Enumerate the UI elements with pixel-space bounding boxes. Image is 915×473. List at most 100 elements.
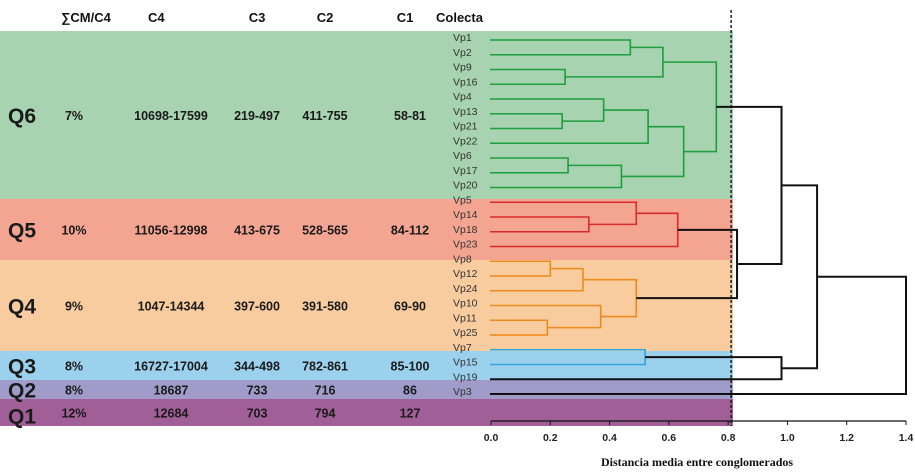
- leaf-label-vp20: Vp20: [453, 180, 478, 192]
- leaf-label-vp16: Vp16: [453, 76, 478, 88]
- leaf-label-vp2: Vp2: [453, 47, 472, 59]
- c1-value: 69-90: [394, 300, 426, 314]
- leaf-label-vp1: Vp1: [453, 32, 472, 44]
- leaf-label-vp7: Vp7: [453, 342, 472, 354]
- c3-value: 733: [247, 384, 268, 398]
- leaf-label-vp13: Vp13: [453, 106, 478, 118]
- c4-value: 10698-17599: [134, 109, 208, 123]
- row-q6: Q6 7% 10698-17599 219-497 411-755 58-81 Vp1 Vp2…: [8, 32, 478, 192]
- c2-value: 716: [315, 384, 336, 398]
- x-tick-label: 1.2: [839, 432, 854, 444]
- leaf-label-vp12: Vp12: [453, 268, 478, 280]
- leaf-label-vp10: Vp10: [453, 298, 478, 310]
- dendrogram-tree: [490, 10, 907, 426]
- leaf-label-vp8: Vp8: [453, 253, 472, 265]
- cm-c4-value: 9%: [65, 300, 83, 314]
- group-label: Q5: [8, 220, 36, 243]
- leaf-label-vp11: Vp11: [453, 312, 477, 324]
- leaf-label-vp21: Vp21: [453, 121, 478, 133]
- c3-value: 344-498: [234, 360, 280, 374]
- leaf-label-vp17: Vp17: [453, 165, 478, 177]
- c2-value: 794: [315, 407, 336, 421]
- column-header: C2: [317, 10, 334, 25]
- c3-value: 219-497: [234, 109, 280, 123]
- x-tick-label: 1.0: [780, 432, 795, 444]
- c1-value: 85-100: [391, 360, 430, 374]
- merge-branch: [490, 216, 590, 233]
- cm-c4-value: 12%: [61, 407, 86, 421]
- column-headers: ∑CM/C4 C4 C3 C2 C1 Colecta: [61, 10, 484, 25]
- cm-c4-value: 8%: [65, 360, 83, 374]
- leaf-label-vp18: Vp18: [453, 224, 478, 236]
- c4-value: 11056-12998: [135, 224, 208, 238]
- row-q1: Q1 12% 12684 703 794 127 Vp3: [8, 386, 472, 429]
- group-label: Q4: [8, 296, 36, 319]
- x-tick-label: 0.2: [543, 432, 558, 444]
- c3-value: 397-600: [234, 300, 280, 314]
- leaf-label-vp6: Vp6: [453, 150, 472, 162]
- band-q1: [0, 399, 733, 426]
- c1-value: 58-81: [394, 109, 426, 123]
- leaf-label-vp23: Vp23: [453, 239, 478, 251]
- c1-value: 86: [403, 384, 417, 398]
- column-header: C4: [148, 10, 165, 25]
- c2-value: 411-755: [302, 109, 347, 123]
- c3-value: 413-675: [234, 224, 280, 238]
- c1-value: 84-112: [391, 224, 429, 238]
- row-q2: Q2 8% 18687 733 716 86 Vp19: [8, 371, 478, 402]
- c2-value: 782-861: [302, 360, 348, 374]
- merge-branch: [781, 184, 819, 370]
- x-axis-label: Distancia media entre conglomerados: [601, 455, 793, 469]
- leaf-label-vp5: Vp5: [453, 194, 472, 206]
- leaf-label-vp22: Vp22: [453, 135, 478, 147]
- x-tick-label: 0.0: [484, 432, 499, 444]
- leaf-label-vp24: Vp24: [453, 283, 478, 295]
- column-header: Colecta: [436, 10, 484, 25]
- group-label: Q2: [8, 380, 36, 403]
- group-bands: [0, 31, 733, 426]
- leaf-label-vp4: Vp4: [453, 91, 472, 103]
- row-q5: Q5 10% 11056-12998 413-675 528-565 84-112 Vp5 V…: [8, 194, 478, 250]
- cm-c4-value: 10%: [61, 224, 86, 238]
- c4-value: 12684: [154, 407, 189, 421]
- x-tick-label: 1.4: [899, 432, 914, 444]
- merge-branch: [490, 157, 569, 174]
- group-label: Q6: [8, 105, 36, 128]
- merge-branch: [490, 319, 549, 336]
- leaf-label-vp19: Vp19: [453, 371, 478, 383]
- row-q3: Q3 8% 16727-17004 344-498 782-861 85-100 Vp7 Vp…: [8, 342, 478, 379]
- column-header: C1: [397, 10, 414, 25]
- cm-c4-value: 8%: [65, 384, 83, 398]
- group-label: Q3: [8, 356, 36, 379]
- leaf-label-vp14: Vp14: [453, 209, 478, 221]
- group-rows: Q6 7% 10698-17599 219-497 411-755 58-81 Vp1 Vp2…: [8, 32, 478, 429]
- band-q4: [0, 260, 733, 351]
- x-tick-label: 0.4: [602, 432, 617, 444]
- merge-branch: [490, 39, 632, 56]
- x-tick-label: 0.6: [662, 432, 677, 444]
- column-header: C3: [249, 10, 266, 25]
- column-header: ∑CM/C4: [61, 10, 111, 25]
- leaf-label-vp3: Vp3: [453, 386, 472, 398]
- c1-value: 127: [400, 407, 421, 421]
- c4-value: 18687: [154, 384, 189, 398]
- band-q2: [0, 380, 733, 399]
- x-axis: 0.0 0.2 0.4 0.6 0.8 1.0 1.2 1.4 Distancia media …: [484, 420, 914, 469]
- band-q5: [0, 199, 733, 260]
- c4-value: 16727-17004: [134, 360, 208, 374]
- leaf-label-vp9: Vp9: [453, 62, 472, 74]
- c2-value: 391-580: [302, 300, 348, 314]
- band-q6: [0, 31, 733, 199]
- leaf-label-vp25: Vp25: [453, 327, 478, 339]
- band-q3: [0, 351, 733, 380]
- c2-value: 528-565: [302, 224, 348, 238]
- cm-c4-value: 7%: [65, 109, 83, 123]
- group-label: Q1: [8, 406, 36, 429]
- merge-branch: [490, 109, 649, 145]
- merge-branch: [490, 275, 907, 395]
- c3-value: 703: [247, 407, 268, 421]
- c4-value: 1047-14344: [138, 300, 205, 314]
- merge-branch: [490, 68, 566, 86]
- row-q4: Q4 9% 1047-14344 397-600 391-580 69-90 Vp8 Vp12…: [8, 253, 478, 339]
